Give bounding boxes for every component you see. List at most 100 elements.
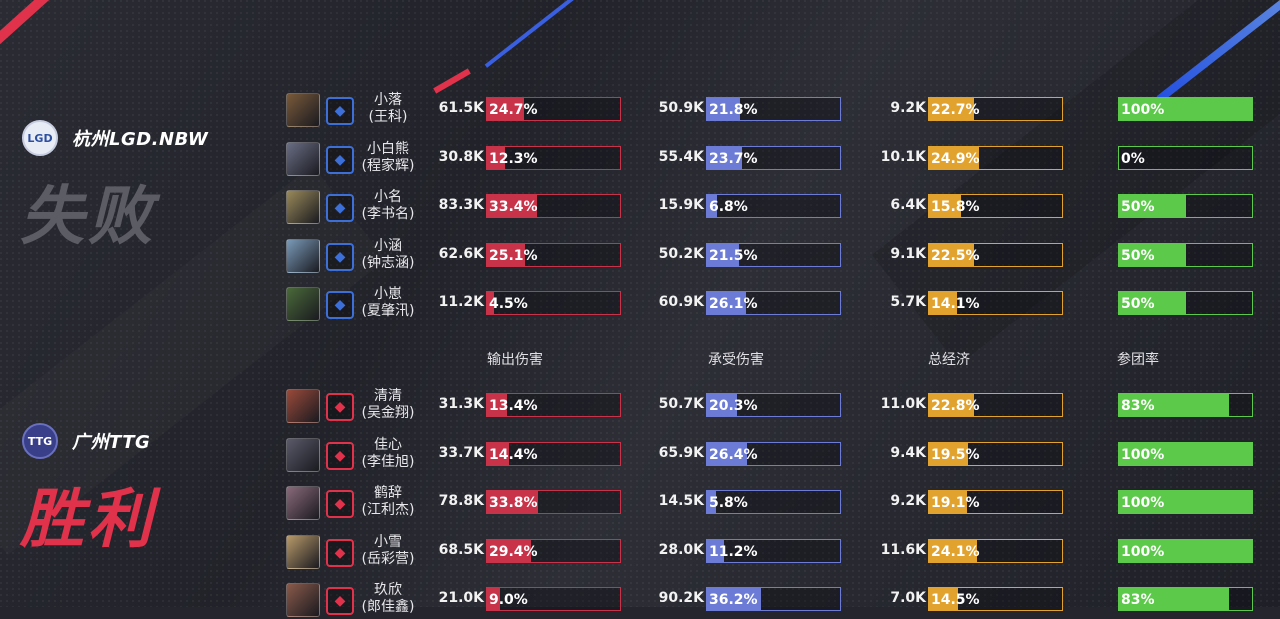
damage-bar: 9.0%	[486, 587, 621, 612]
player-nickname: 小名	[374, 189, 402, 206]
header-participation: 参团率	[1117, 352, 1159, 368]
player-nickname: 玖欣	[374, 582, 402, 599]
econ-percent: 15.8%	[931, 199, 980, 216]
player-real-name: (钟志涵)	[361, 254, 415, 271]
player-real-name: (李书名)	[361, 206, 415, 223]
hero-portrait-icon	[286, 486, 320, 521]
player-name: 小涵 (钟志涵)	[352, 238, 424, 272]
taken-percent: 26.4%	[709, 446, 758, 463]
participation-bar: 100%	[1118, 441, 1253, 466]
player-nickname: 小崽	[374, 286, 402, 303]
taken-bar: 6.8%	[706, 194, 841, 219]
econ-bar-fill	[929, 146, 979, 169]
player-name: 小落 (王科)	[352, 92, 424, 126]
player-real-name: (李佳旭)	[361, 453, 415, 470]
damage-bar-fill	[487, 146, 506, 169]
header-economy: 总经济	[928, 352, 970, 368]
participation-bar-fill	[1119, 491, 1252, 514]
damage-value: 62.6K	[438, 245, 484, 262]
participation-bar-fill	[1119, 195, 1186, 218]
taken-bar-fill	[707, 195, 718, 218]
player-real-name: (夏肇汛)	[361, 303, 415, 320]
player-row: ◆ 鹤辞 (江利杰) 78.8K 33.8% 14.5K 5.8% 9.2K 19.1% 100%	[0, 482, 1280, 522]
econ-bar-fill	[929, 394, 975, 416]
taken-percent: 36.2%	[709, 592, 758, 609]
taken-bar-fill	[707, 292, 747, 315]
participation-bar: 100%	[1118, 538, 1253, 563]
summoner-spell-icon: ◆	[326, 587, 354, 616]
summoner-spell-icon: ◆	[326, 490, 354, 519]
econ-percent: 22.5%	[931, 247, 980, 264]
taken-percent: 20.3%	[709, 398, 758, 414]
player-nickname: 小涵	[374, 237, 402, 254]
summoner-spell-icon: ◆	[326, 393, 354, 421]
participation-bar: 100%	[1118, 97, 1253, 121]
taken-value: 50.7K	[658, 396, 704, 412]
taken-percent: 5.8%	[709, 495, 748, 512]
match-result: 失败	[20, 180, 156, 254]
econ-value: 11.0K	[880, 396, 926, 412]
taken-percent: 6.8%	[709, 199, 748, 216]
damage-value: 31.3K	[438, 396, 484, 412]
damage-value: 61.5K	[438, 100, 484, 116]
player-nickname: 小落	[374, 92, 402, 108]
participation-percent: 100%	[1121, 446, 1165, 463]
hero-portrait-icon	[286, 389, 320, 423]
player-row: ◆ 小落 (王科) 61.5K 24.7% 50.9K 21.8% 9.2K 22.7% 100%	[0, 89, 1280, 129]
damage-percent: 25.1%	[489, 247, 538, 264]
econ-bar: 22.7%	[928, 97, 1063, 121]
hero-portrait-icon	[286, 238, 320, 273]
econ-bar-fill	[929, 292, 958, 315]
taken-bar: 36.2%	[706, 587, 841, 612]
econ-value: 9.2K	[890, 100, 926, 116]
hero-portrait-icon	[286, 141, 320, 176]
accent-stripe-blue	[484, 0, 606, 68]
taken-percent: 23.7%	[709, 150, 758, 167]
damage-bar: 14.4%	[486, 441, 621, 466]
damage-bar: 25.1%	[486, 242, 621, 267]
participation-percent: 0%	[1121, 150, 1145, 167]
participation-bar: 50%	[1118, 194, 1253, 219]
damage-bar-fill	[487, 394, 508, 416]
econ-percent: 14.1%	[931, 296, 980, 313]
econ-percent: 24.9%	[931, 150, 980, 167]
econ-bar-fill	[929, 491, 968, 514]
damage-bar: 24.7%	[486, 97, 621, 121]
player-real-name: (吴金翔)	[361, 405, 415, 421]
team-header: LGD 杭州LGD.NBW	[22, 120, 208, 156]
econ-percent: 22.8%	[931, 398, 980, 414]
damage-value: 78.8K	[438, 493, 484, 510]
participation-percent: 50%	[1121, 247, 1155, 264]
participation-bar: 50%	[1118, 291, 1253, 316]
participation-bar-fill	[1119, 292, 1186, 315]
header-damage-taken: 承受伤害	[708, 352, 764, 368]
damage-percent: 33.8%	[489, 495, 538, 512]
taken-percent: 26.1%	[709, 296, 758, 313]
taken-bar-fill	[707, 539, 724, 562]
econ-percent: 22.7%	[931, 102, 980, 118]
participation-bar: 83%	[1118, 587, 1253, 612]
taken-bar-fill	[707, 243, 740, 266]
summoner-spell-icon: ◆	[326, 145, 354, 174]
hero-portrait-icon	[286, 437, 320, 472]
econ-bar: 14.1%	[928, 291, 1063, 316]
damage-bar: 12.3%	[486, 145, 621, 170]
econ-bar-fill	[929, 243, 974, 266]
damage-value: 68.5K	[438, 541, 484, 558]
damage-bar: 33.8%	[486, 490, 621, 515]
player-row: ◆ 小白熊 (程家辉) 30.8K 12.3% 55.4K 23.7% 10.1K 24.9% 0…	[0, 138, 1280, 178]
econ-value: 9.1K	[890, 245, 926, 262]
taken-value: 55.4K	[658, 148, 704, 165]
damage-bar-fill	[487, 243, 525, 266]
player-real-name: (江利杰)	[361, 502, 415, 519]
econ-bar: 22.5%	[928, 242, 1063, 267]
taken-value: 14.5K	[658, 493, 704, 510]
taken-bar: 26.4%	[706, 441, 841, 466]
damage-percent: 24.7%	[489, 102, 538, 118]
taken-bar: 21.8%	[706, 97, 841, 121]
player-row: ◆ 小雪 (岳彩营) 68.5K 29.4% 28.0K 11.2% 11.6K 24.1% 10…	[0, 531, 1280, 571]
taken-percent: 11.2%	[709, 543, 758, 560]
taken-bar: 23.7%	[706, 145, 841, 170]
econ-bar-fill	[929, 539, 978, 562]
participation-bar: 100%	[1118, 490, 1253, 515]
